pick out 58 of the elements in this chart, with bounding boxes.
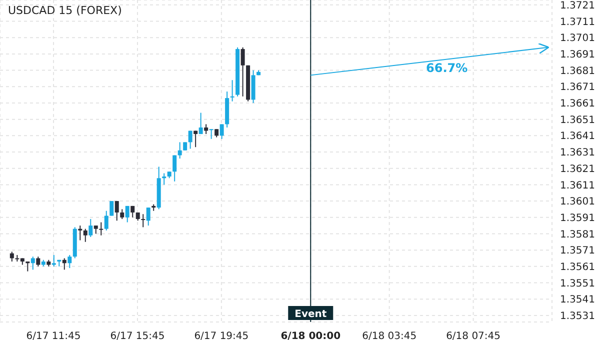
candlestick (188, 130, 192, 150)
candlestick (36, 256, 40, 267)
candlestick (204, 124, 208, 135)
candlestick (209, 128, 214, 140)
candlestick (62, 258, 66, 270)
candlestick (220, 124, 224, 140)
candlestick (240, 46, 245, 97)
y-tick-label: 1.3671 (560, 82, 595, 94)
candlestick (172, 154, 177, 182)
candlestick (141, 214, 146, 228)
y-tick-label: 1.3701 (560, 33, 595, 44)
y-tick-label: 1.3541 (560, 294, 595, 306)
candlestick (146, 207, 150, 226)
chart-title: USDCAD 15 (FOREX) (8, 4, 122, 17)
candlestick (52, 254, 56, 267)
y-tick-label: 1.3641 (560, 131, 595, 142)
x-tick-label: 6/17 15:45 (110, 331, 165, 340)
annotation: 66.7% (426, 61, 468, 75)
y-tick-label: 1.3691 (560, 49, 595, 60)
y-tick-label: 1.3631 (560, 148, 595, 159)
y-tick-label: 1.3651 (560, 114, 595, 126)
y-tick-label: 1.3531 (560, 311, 595, 322)
candlestick (194, 130, 198, 148)
x-tick-label: 6/18 00:00 (280, 331, 341, 340)
y-tick-label: 1.3561 (560, 262, 595, 273)
y-tick-label: 1.3571 (560, 246, 595, 257)
x-tick-label: 6/17 11:45 (26, 331, 81, 340)
candlestick (125, 205, 130, 223)
candlestick (78, 225, 82, 241)
candlestick (83, 228, 88, 242)
candlestick (230, 80, 234, 102)
candlestick (162, 172, 166, 186)
candlestick (104, 210, 108, 231)
candlestick (99, 222, 104, 236)
candlestick (114, 200, 119, 222)
candlestick (178, 142, 182, 160)
y-tick-label: 1.3551 (560, 278, 595, 290)
x-tick-label: 6/17 19:45 (194, 331, 249, 340)
y-tick-label: 1.3661 (560, 98, 595, 110)
y-tick-label: 1.3611 (560, 180, 595, 192)
candlestick (88, 218, 93, 238)
y-tick-label: 1.3591 (560, 212, 595, 224)
x-tick-label: 6/18 03:45 (362, 331, 417, 340)
candlestick (110, 200, 114, 216)
candlestick (120, 208, 124, 220)
y-tick-label: 1.3681 (560, 66, 595, 77)
candlestick (68, 254, 72, 269)
candlestick (30, 256, 35, 270)
y-tick-label: 1.3721 (560, 0, 595, 12)
candlestick (198, 112, 203, 135)
y-tick-label: 1.3581 (560, 229, 595, 240)
ref-line-label: Event (294, 309, 327, 320)
y-tick-label: 1.3601 (560, 196, 595, 208)
candlestick (10, 251, 14, 262)
y-tick-label: 1.3621 (560, 164, 595, 175)
y-tick-label: 1.3711 (560, 16, 595, 28)
x-tick-label: 6/18 07:45 (446, 331, 501, 340)
candlestick (26, 261, 30, 272)
